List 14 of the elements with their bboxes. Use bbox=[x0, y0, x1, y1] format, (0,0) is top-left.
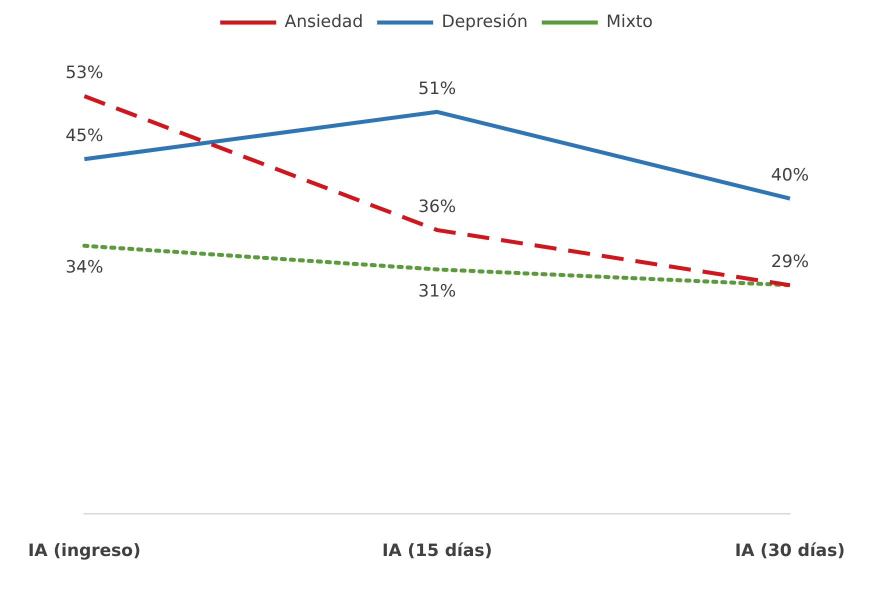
data-label: 36% bbox=[418, 196, 456, 217]
legend-label: Mixto bbox=[606, 12, 653, 32]
x-tick-label: IA (ingreso) bbox=[28, 541, 141, 562]
data-label: 29% bbox=[771, 252, 809, 272]
data-label: 45% bbox=[65, 126, 104, 146]
data-label: 40% bbox=[771, 165, 809, 186]
x-tick-label: IA (15 días) bbox=[382, 541, 492, 562]
data-label: 51% bbox=[418, 78, 456, 99]
data-label: 31% bbox=[418, 281, 456, 302]
data-label: 34% bbox=[65, 258, 104, 278]
x-tick-label: IA (30 días) bbox=[734, 541, 846, 562]
legend-label: Depresión bbox=[442, 12, 528, 32]
legend-label: Ansiedad bbox=[284, 12, 364, 32]
data-label: 53% bbox=[65, 63, 104, 84]
